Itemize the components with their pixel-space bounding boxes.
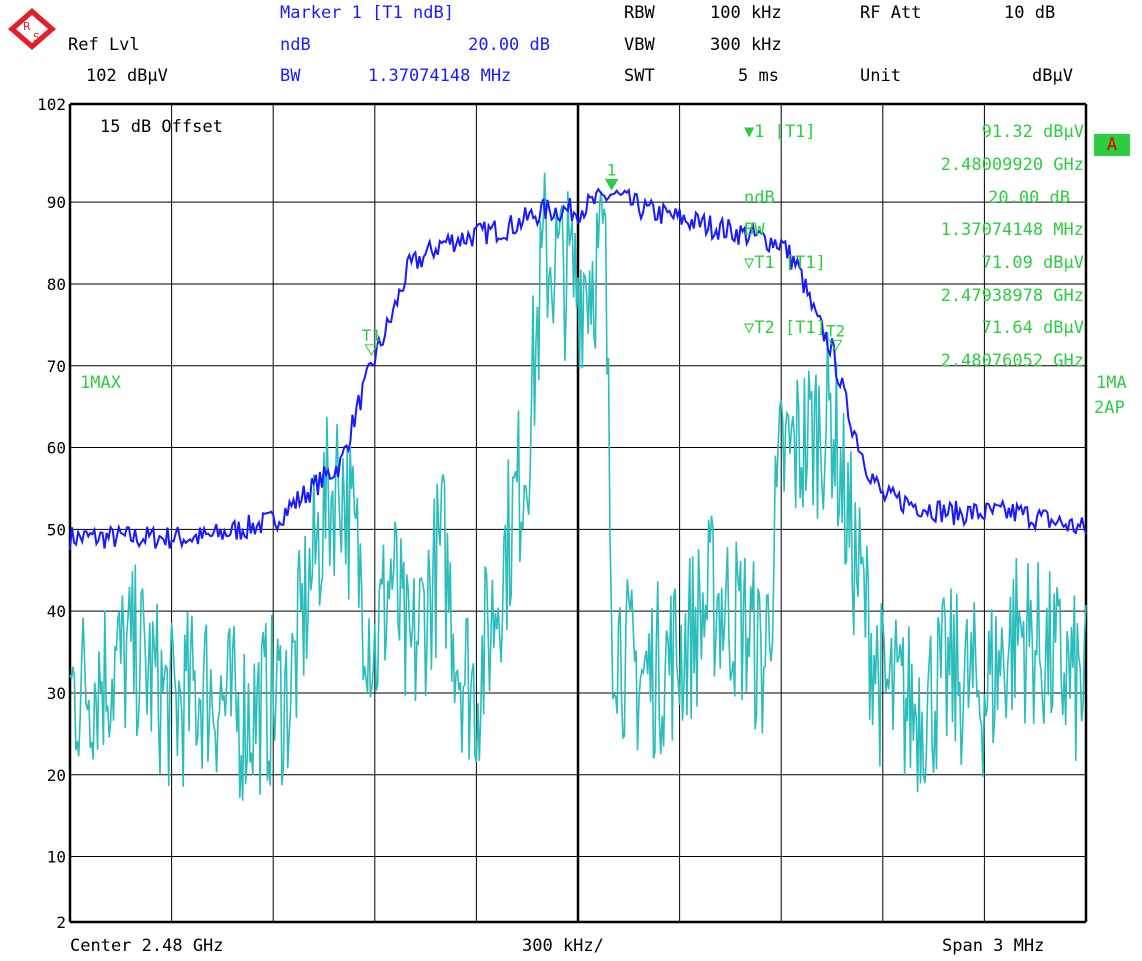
marker-t2-label: T2: [826, 321, 845, 340]
y-tick-label: 60: [47, 439, 66, 458]
t2-freq: 2.48076052 GHz: [940, 351, 1084, 371]
table-ndb-value: 20.00 dB: [988, 188, 1070, 208]
t2-level: 71.64 dBμV: [981, 318, 1084, 338]
ref-level-value: 102 dBμV: [86, 66, 168, 86]
rohde-schwarz-logo: R S: [8, 8, 56, 50]
trace-a-badge: A: [1094, 134, 1130, 156]
y-tick-label: 30: [47, 684, 66, 703]
svg-text:R: R: [23, 20, 31, 33]
trace-markers: 1 T1 T2: [362, 160, 845, 356]
marker-1-label: 1: [607, 160, 617, 179]
center-frequency: Center 2.48 GHz: [70, 936, 224, 956]
avg-trace-2ap: [69, 172, 1087, 801]
y-tick-label: 102: [37, 95, 66, 114]
y-tick-label: 90: [47, 193, 66, 212]
swt-value: 5 ms: [738, 66, 779, 86]
max-trace-1max: [69, 187, 1087, 550]
t1-freq: 2.47938978 GHz: [940, 286, 1084, 306]
max-hold-label: 1MAX: [80, 373, 121, 393]
rbw-label: RBW: [624, 3, 655, 23]
unit-label: Unit: [860, 66, 901, 86]
t1-level: 71.09 dBμV: [981, 253, 1084, 273]
rf-att-label: RF Att: [860, 3, 922, 23]
ref-level-label: Ref Lvl: [68, 35, 140, 55]
y-tick-label: 50: [47, 520, 66, 539]
marker1-freq: 2.48009920 GHz: [940, 155, 1084, 175]
ndb-label: ndB: [280, 35, 311, 55]
marker1-label: ▼1 [T1]: [744, 122, 816, 142]
rf-att-value: 10 dB: [1004, 3, 1056, 23]
division-scale: 300 kHz/: [522, 936, 604, 956]
unit-value: dBμV: [1032, 66, 1073, 86]
trace1-label: 1MA: [1096, 373, 1127, 393]
t2-label: ▽T2 [T1]: [744, 318, 826, 338]
offset-label: 15 dB Offset: [100, 117, 223, 137]
rbw-value: 100 kHz: [710, 3, 782, 23]
y-tick-label: 70: [47, 357, 66, 376]
svg-text:S: S: [33, 31, 40, 44]
span-value: Span 3 MHz: [942, 936, 1045, 956]
table-bw-label: BW: [744, 220, 765, 240]
trace2-label: 2AP: [1094, 398, 1125, 418]
y-tick-label: 20: [47, 766, 66, 785]
vbw-label: VBW: [624, 35, 655, 55]
bw-value: 1.37074148 MHz: [368, 66, 512, 86]
y-tick-label: 40: [47, 602, 66, 621]
marker-t2-symbol: [828, 339, 843, 352]
vbw-value: 300 kHz: [710, 35, 782, 55]
table-bw-value: 1.37074148 MHz: [940, 220, 1084, 240]
marker1-level: 91.32 dBμV: [981, 122, 1084, 142]
bw-label: BW: [280, 66, 301, 86]
marker-1-symbol: [604, 178, 619, 191]
marker-t1-symbol: [364, 344, 379, 356]
y-tick-label: 80: [47, 275, 66, 294]
marker-t1-label: T1: [362, 326, 381, 345]
y-tick-label: 10: [47, 848, 66, 867]
y-tick-label: 2: [56, 913, 66, 932]
swt-label: SWT: [624, 66, 655, 86]
table-ndb-label: ndB: [744, 188, 775, 208]
ndb-value: 20.00 dB: [468, 35, 550, 55]
t1-label: ▽T1 [T1]: [744, 253, 826, 273]
marker-title: Marker 1 [T1 ndB]: [280, 3, 454, 23]
